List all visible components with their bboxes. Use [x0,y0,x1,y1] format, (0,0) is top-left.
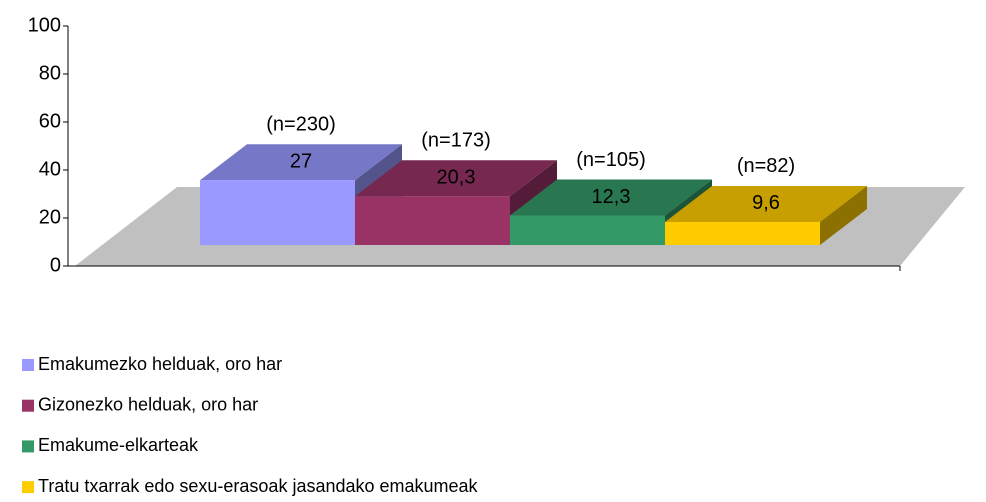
y-tick-label: 40 [39,158,61,180]
value-label: 20,3 [437,167,476,189]
y-tick-label: 0 [50,254,61,276]
bar-top [665,185,867,222]
legend-swatch [22,399,34,412]
y-tick-label: 60 [39,110,61,132]
bar [510,215,665,245]
value-label: 9,6 [752,192,780,214]
legend-label: Emakumezko helduak, oro har [38,354,282,374]
y-tick-label: 80 [39,62,61,84]
bar-top [355,160,557,197]
bar-top [200,144,402,181]
bar-side [820,185,867,245]
value-label: 27 [290,150,312,172]
bar-top [510,179,712,216]
annotation: (n=105) [576,149,646,171]
annotation: (n=82) [737,155,795,177]
legend-label: Tratu txarrak edo sexu-erasoak jasandako… [38,476,479,496]
y-tick-label: 100 [28,14,61,36]
legend-swatch [22,359,34,371]
y-tick-label: 20 [39,206,61,228]
annotation: (n=230) [266,113,336,135]
bar [665,221,820,245]
legend-swatch [22,440,34,453]
bar [200,180,355,245]
legend-label: Gizonezko helduak, oro har [38,394,258,414]
annotation: (n=173) [421,130,491,152]
legend-label: Emakume-elkarteak [38,435,199,455]
bar [355,196,510,245]
value-label: 12,3 [592,186,631,208]
legend-swatch [22,481,34,494]
